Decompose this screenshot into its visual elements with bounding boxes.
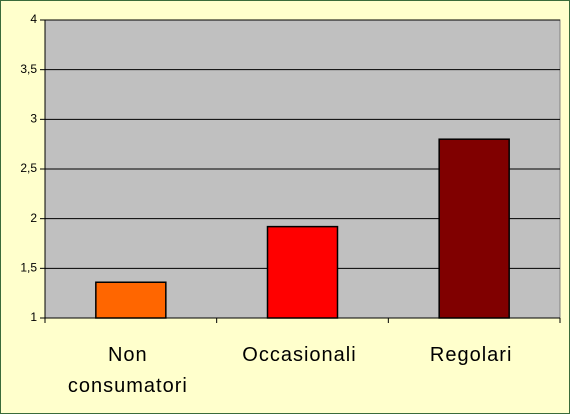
y-tick-label: 2: [30, 211, 37, 225]
x-tick-label: Occasionali: [242, 344, 357, 366]
bar: [95, 281, 167, 319]
x-tick-label: Regolari: [429, 344, 513, 366]
bar: [266, 225, 339, 319]
x-tick-label: Non consumatori: [67, 344, 188, 397]
y-tick-label: 1,5: [20, 261, 37, 275]
y-tick-label: 2,5: [20, 161, 37, 175]
y-tick-label: 3: [30, 112, 37, 126]
y-tick-label: 4: [30, 12, 37, 26]
bar: [438, 138, 510, 319]
y-tick-label: 1: [30, 310, 37, 324]
y-tick-label: 3,5: [20, 62, 37, 76]
